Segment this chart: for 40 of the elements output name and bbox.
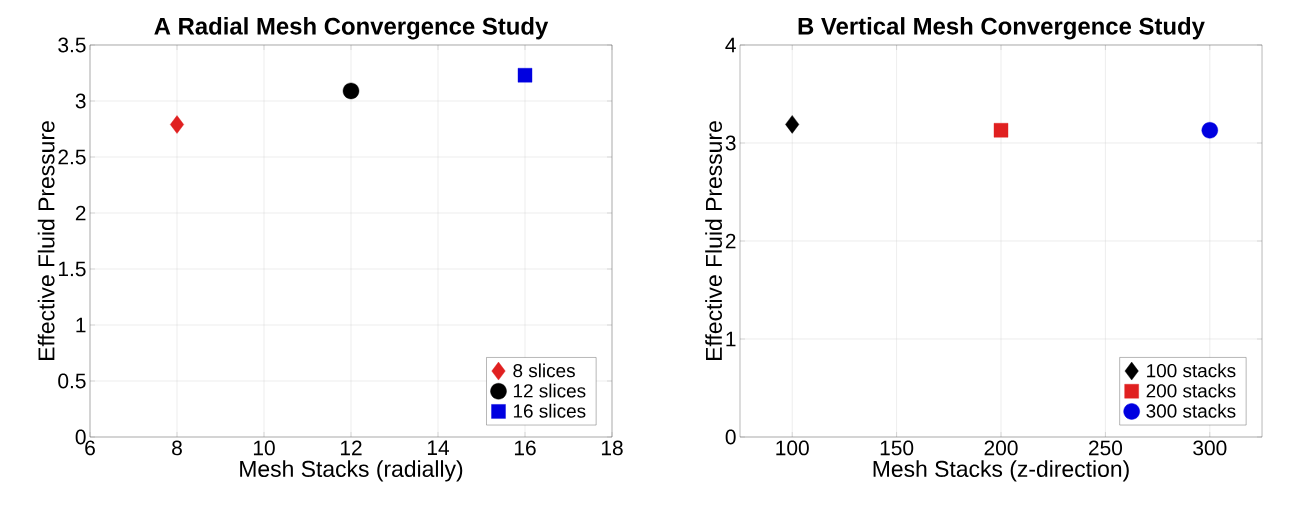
x-tick-label: 6 (85, 440, 95, 456)
x-axis-title: Mesh Stacks (z-direction) (873, 460, 1129, 482)
y-tick-label: 4 (725, 37, 736, 53)
legend-label: 16 slices (513, 403, 586, 418)
y-tick-label: 0 (75, 429, 86, 445)
legend-label: 300 stacks (1146, 403, 1236, 418)
x-tick-label: 8 (172, 440, 182, 456)
x-tick-label: 300 (1193, 440, 1227, 456)
x-tick-label: 14 (427, 440, 450, 455)
y-tick-label: 1.5 (58, 261, 86, 277)
y-tick-label: 2 (75, 205, 86, 221)
x-tick-label: 12 (340, 440, 362, 456)
chart-title: B Vertical Mesh Convergence Study (798, 17, 1205, 40)
x-axis-title: Mesh Stacks (radially) (240, 460, 463, 482)
x-tick-label: 150 (880, 440, 914, 456)
y-tick-label: 3 (725, 135, 736, 151)
y-tick-label: 3.5 (58, 37, 86, 53)
legend-label: 100 stacks (1147, 363, 1236, 378)
y-axis-title: Effective Fluid Pressure (37, 121, 55, 360)
legend-label: 200 stacks (1146, 383, 1236, 398)
y-tick-label: 0 (725, 429, 736, 445)
y-tick-label: 2.5 (58, 149, 86, 165)
x-tick-label: 250 (1089, 440, 1123, 456)
y-tick-label: 1 (726, 331, 736, 347)
point (170, 115, 184, 134)
y-tick-label: 0.5 (58, 373, 86, 389)
y-tick-label: 1 (76, 317, 86, 333)
x-tick-label: 16 (514, 440, 536, 456)
x-tick-label: 10 (253, 440, 275, 456)
y-tick-label: 3 (75, 93, 86, 109)
x-tick-label: 200 (984, 440, 1018, 456)
legend-label: 8 slices (513, 363, 575, 378)
y-tick-label: 2 (725, 233, 736, 249)
x-tick-label: 100 (776, 440, 809, 456)
point (517, 68, 533, 83)
chart-title: A Radial Mesh Convergence Study (154, 17, 549, 40)
y-axis-title: Effective Fluid Pressure (705, 121, 723, 360)
point (342, 82, 360, 100)
legend-label: 12 slices (513, 383, 586, 398)
x-tick-label: 18 (601, 440, 623, 456)
